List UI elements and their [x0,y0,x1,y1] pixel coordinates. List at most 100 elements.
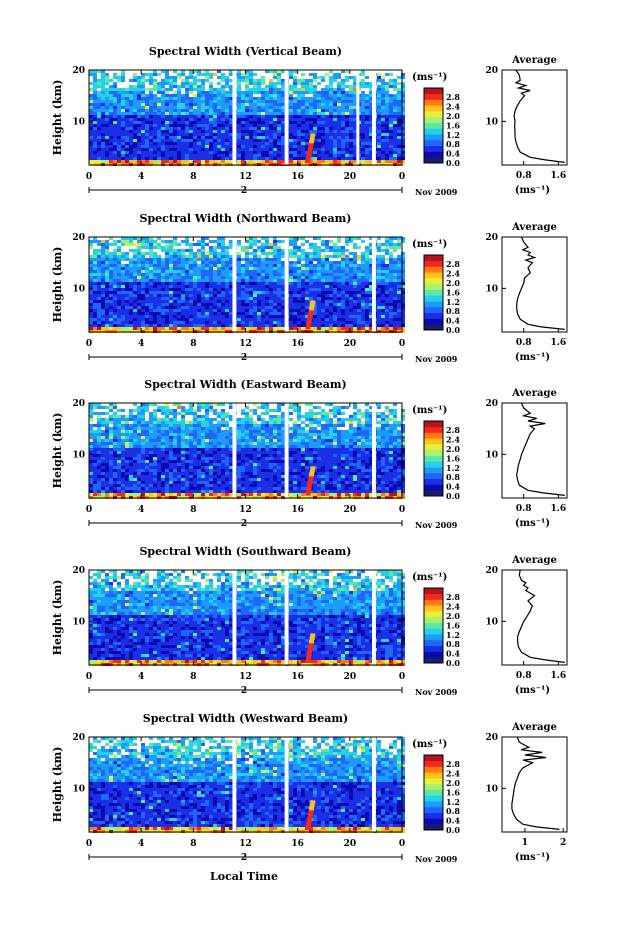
heatmap-cell [401,306,405,309]
heatmap-cell [333,261,337,264]
heatmap-cell [125,324,129,327]
heatmap-cell [369,279,373,282]
heatmap-cell [385,258,389,261]
heatmap-cell [257,246,261,249]
heatmap-cell [357,273,361,276]
heatmap-cell [341,103,345,106]
heatmap-cell [125,252,129,255]
heatmap-cell [117,282,121,285]
heatmap-cell [125,115,129,118]
heatmap-cell [329,157,333,160]
heatmap-cell [205,285,209,288]
heatmap-cell [105,240,109,243]
heatmap-cell [385,121,389,124]
heatmap-cell [313,70,317,73]
heatmap-cell [361,300,365,303]
heatmap-cell [225,142,229,145]
heatmap-cell [269,273,273,276]
heatmap-cell [129,294,133,297]
heatmap-cell [293,264,297,267]
heatmap-cell [229,118,233,121]
heatmap-cell [333,148,337,151]
heatmap-cell [185,121,189,124]
heatmap-cell [133,88,137,91]
heatmap-cell [345,151,349,154]
heatmap-cell [221,91,225,94]
heatmap-cell [269,97,273,100]
heatmap-cell [213,160,217,163]
heatmap-cell [109,148,113,151]
heatmap-cell [117,160,121,163]
heatmap-cell [361,276,365,279]
heatmap-cell [309,112,313,115]
heatmap-cell [93,327,97,330]
heatmap-cell [381,115,385,118]
heatmap-cell [397,255,401,258]
heatmap-cell [361,282,365,285]
heatmap-cell [241,237,245,240]
heatmap-cell [129,73,133,76]
heatmap-cell [301,115,305,118]
heatmap-cell [337,127,341,130]
heatmap-cell [277,258,281,261]
heatmap-cell [253,249,257,252]
heatmap-cell [185,291,189,294]
heatmap-cell [133,151,137,154]
heatmap-cell [277,76,281,79]
heatmap-cell [353,240,357,243]
heatmap-cell [129,103,133,106]
heatmap-cell [173,103,177,106]
heatmap-cell [309,243,313,246]
heatmap-cell [249,151,253,154]
heatmap-cell [305,312,309,315]
heatmap-cell [157,252,161,255]
heatmap-cell [289,261,293,264]
heatmap-cell [217,318,221,321]
heatmap-cell [97,73,101,76]
heatmap-cell [241,258,245,261]
heatmap-cell [169,115,173,118]
heatmap-cell [361,139,365,142]
heatmap-cell [161,115,165,118]
heatmap-cell [213,88,217,91]
heatmap-cell [133,255,137,258]
heatmap-cell [393,315,397,318]
heatmap-cell [369,112,373,115]
heatmap-cell [197,318,201,321]
heatmap-cell [357,288,361,291]
heatmap-cell [181,291,185,294]
heatmap-cell [289,246,293,249]
heatmap-cell [277,264,281,267]
heatmap-cell [365,243,369,246]
heatmap-cell [213,118,217,121]
heatmap-cell [385,264,389,267]
heatmap-cell [337,315,341,318]
heatmap-cell [181,73,185,76]
heatmap-cell [369,297,373,300]
heatmap-cell [293,294,297,297]
heatmap-cell [153,109,157,112]
heatmap-cell [317,151,321,154]
heatmap-cell [345,148,349,151]
heatmap-cell [141,136,145,139]
heatmap-cell [145,82,149,85]
heatmap-cell [201,279,205,282]
heatmap-cell [333,112,337,115]
heatmap-cell [389,94,393,97]
heatmap-cell [393,309,397,312]
heatmap-cell [293,82,297,85]
heatmap-cell [161,97,165,100]
heatmap-cell [345,282,349,285]
heatmap-cell [269,255,273,258]
heatmap-cell [125,273,129,276]
heatmap-cell [129,273,133,276]
heatmap-cell [389,142,393,145]
heatmap-cell [189,100,193,103]
heatmap-cell [165,315,169,318]
heatmap-cell [281,118,285,121]
heatmap-cell [305,303,309,306]
heatmap-cell [289,291,293,294]
heatmap-cell [329,243,333,246]
heatmap-cell [185,294,189,297]
heatmap-cell [321,261,325,264]
